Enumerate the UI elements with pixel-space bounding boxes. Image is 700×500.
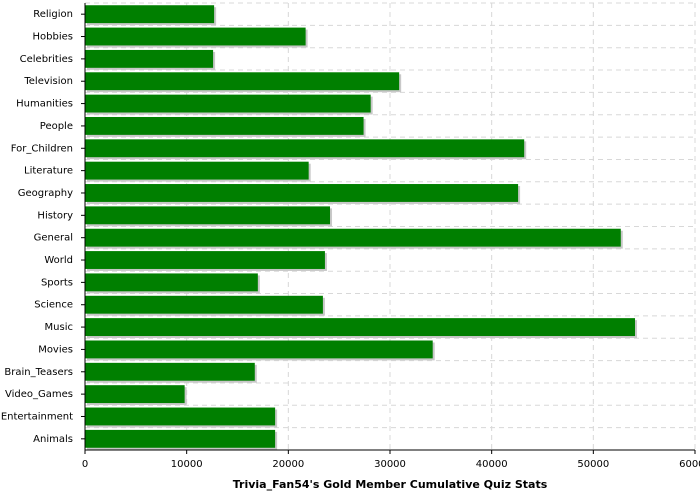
y-tick-label: People [40,121,73,132]
bar [85,429,276,448]
y-tick-label: General [34,233,73,244]
y-tick-label: World [44,255,73,266]
x-tick-label: 30000 [374,459,406,470]
bar [85,318,636,337]
bar [85,5,215,24]
y-tick-label: Animals [33,434,73,445]
x-tick-label: 20000 [272,459,304,470]
y-tick-label: Geography [18,188,73,199]
bar [85,273,258,292]
x-tick-label: 50000 [577,459,609,470]
x-tick-label: 40000 [476,459,508,470]
y-tick-label: Television [23,76,73,87]
y-tick-label: Movies [38,344,73,355]
bar [85,72,400,91]
bar [85,139,525,158]
y-tick-label: For_Children [11,143,73,154]
y-tick-label: Hobbies [33,32,73,43]
x-tick-label: 60000 [679,459,700,470]
y-tick-label: History [37,210,73,221]
y-tick-label: Science [34,300,73,311]
bar [85,340,433,359]
x-tick-label: 10000 [171,459,203,470]
bar [85,228,621,247]
bar [85,362,255,381]
bar [85,251,325,269]
bar [85,385,185,404]
y-tick-label: Humanities [16,99,73,110]
bar [85,407,276,426]
y-tick-label: Literature [24,166,73,177]
bar [85,206,331,225]
y-tick-label: Music [45,322,73,333]
bar [85,161,309,180]
chart-title: Trivia_Fan54's Gold Member Cumulative Qu… [233,478,548,491]
bar [85,27,306,46]
y-tick-label: Brain_Teasers [4,367,73,378]
y-tick-label: Entertainment [1,411,73,422]
y-tick-label: Religion [33,9,73,20]
bar [85,184,519,202]
x-tick-label: 0 [82,459,88,470]
bar [85,49,214,68]
bar [85,295,323,314]
y-tick-label: Sports [41,277,73,288]
bar [85,94,371,113]
y-tick-label: Video_Games [5,389,73,400]
bar [85,116,364,135]
y-tick-label: Celebrities [20,54,73,65]
